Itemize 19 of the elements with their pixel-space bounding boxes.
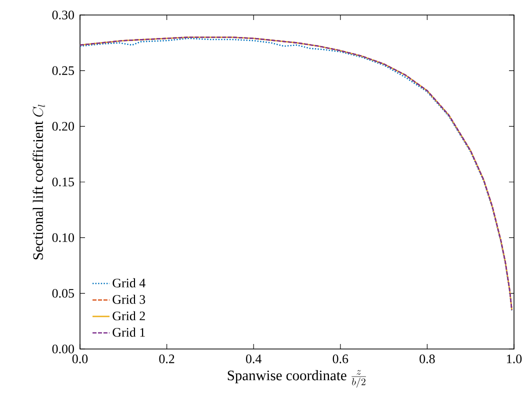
y-tick-label: 0.20	[52, 122, 74, 131]
legend-label: Grid 2	[112, 311, 145, 320]
x-tick-label: 0.0	[72, 354, 88, 364]
legend-label: Grid 3	[112, 294, 146, 304]
x-tick-label: 0.4	[246, 354, 262, 364]
legend-label: Grid 4	[112, 278, 146, 288]
y-tick-label: 0.05	[52, 288, 74, 298]
y-tick-label: 0.30	[52, 10, 74, 20]
y-tick-label: 0.10	[52, 233, 74, 242]
y-tick-label: 0.25	[52, 66, 74, 76]
x-tick-label: 0.8	[420, 354, 435, 364]
x-tick-label: 0.6	[332, 354, 348, 364]
y-tick-label: 0.15	[52, 178, 74, 186]
y-tick-label: 0.00	[52, 344, 74, 354]
y-axis-title: $\mbox{Sectional lift coefficient }C_l$	[32, 104, 46, 260]
legend-label: Grid 1	[112, 328, 145, 337]
x-axis-title: $\mbox{Spanwise coordinate }\frac{z}{b/2}$	[228, 370, 366, 388]
x-tick-label: 1.0	[507, 354, 522, 364]
x-tick-label: 0.2	[159, 354, 174, 364]
